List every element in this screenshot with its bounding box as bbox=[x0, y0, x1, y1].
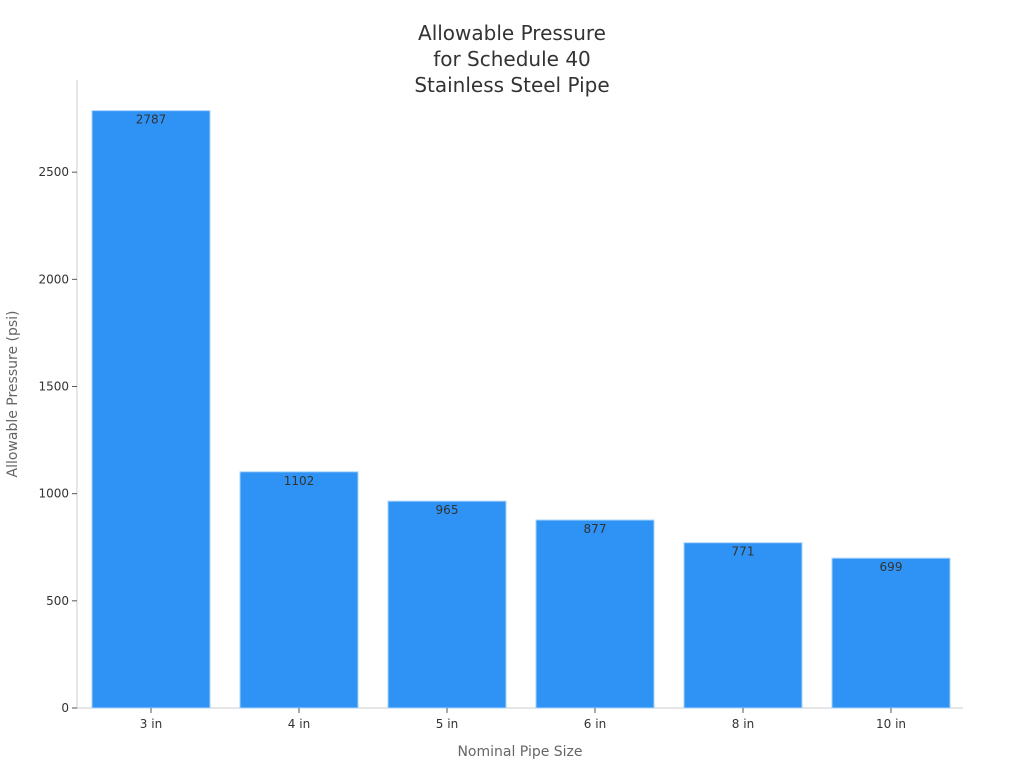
y-tick-label: 500 bbox=[46, 594, 69, 608]
bar-value-label: 699 bbox=[880, 560, 903, 574]
x-tick-label: 3 in bbox=[140, 717, 162, 731]
bar bbox=[91, 110, 211, 709]
y-tick-label: 2500 bbox=[38, 165, 69, 179]
bar-value-label: 1102 bbox=[284, 474, 315, 488]
x-tick-label: 10 in bbox=[876, 717, 906, 731]
chart-title: Allowable Pressure for Schedule 40 Stain… bbox=[0, 20, 1024, 98]
bar-value-label: 771 bbox=[732, 545, 755, 559]
bar-value-label: 877 bbox=[584, 522, 607, 536]
bar-value-label: 2787 bbox=[136, 113, 167, 127]
x-tick-label: 6 in bbox=[584, 717, 606, 731]
bars: 2787 1102 965 877 771 699 bbox=[91, 110, 951, 709]
bar-value-label: 965 bbox=[436, 503, 459, 517]
x-tick-label: 4 in bbox=[288, 717, 310, 731]
y-tick-label: 0 bbox=[61, 701, 69, 715]
bar bbox=[387, 500, 507, 709]
x-axis-ticks: 3 in 4 in 5 in 6 in 8 in 10 in bbox=[140, 708, 906, 731]
x-tick-label: 8 in bbox=[732, 717, 754, 731]
y-tick-label: 1500 bbox=[38, 379, 69, 393]
y-axis-ticks: 0 500 1000 1500 2000 2500 bbox=[38, 165, 77, 715]
chart-title-line-1: Allowable Pressure bbox=[418, 21, 606, 45]
y-tick-label: 2000 bbox=[38, 272, 69, 286]
x-tick-label: 5 in bbox=[436, 717, 458, 731]
x-axis-label: Nominal Pipe Size bbox=[457, 744, 582, 760]
bar bbox=[683, 542, 803, 709]
chart-title-line-2: for Schedule 40 bbox=[433, 47, 591, 71]
y-tick-label: 1000 bbox=[38, 487, 69, 501]
bar bbox=[239, 471, 359, 709]
y-axis-label: Allowable Pressure (psi) bbox=[5, 310, 21, 477]
bar bbox=[535, 519, 655, 709]
chart-title-line-3: Stainless Steel Pipe bbox=[414, 73, 610, 97]
bar bbox=[831, 557, 951, 709]
